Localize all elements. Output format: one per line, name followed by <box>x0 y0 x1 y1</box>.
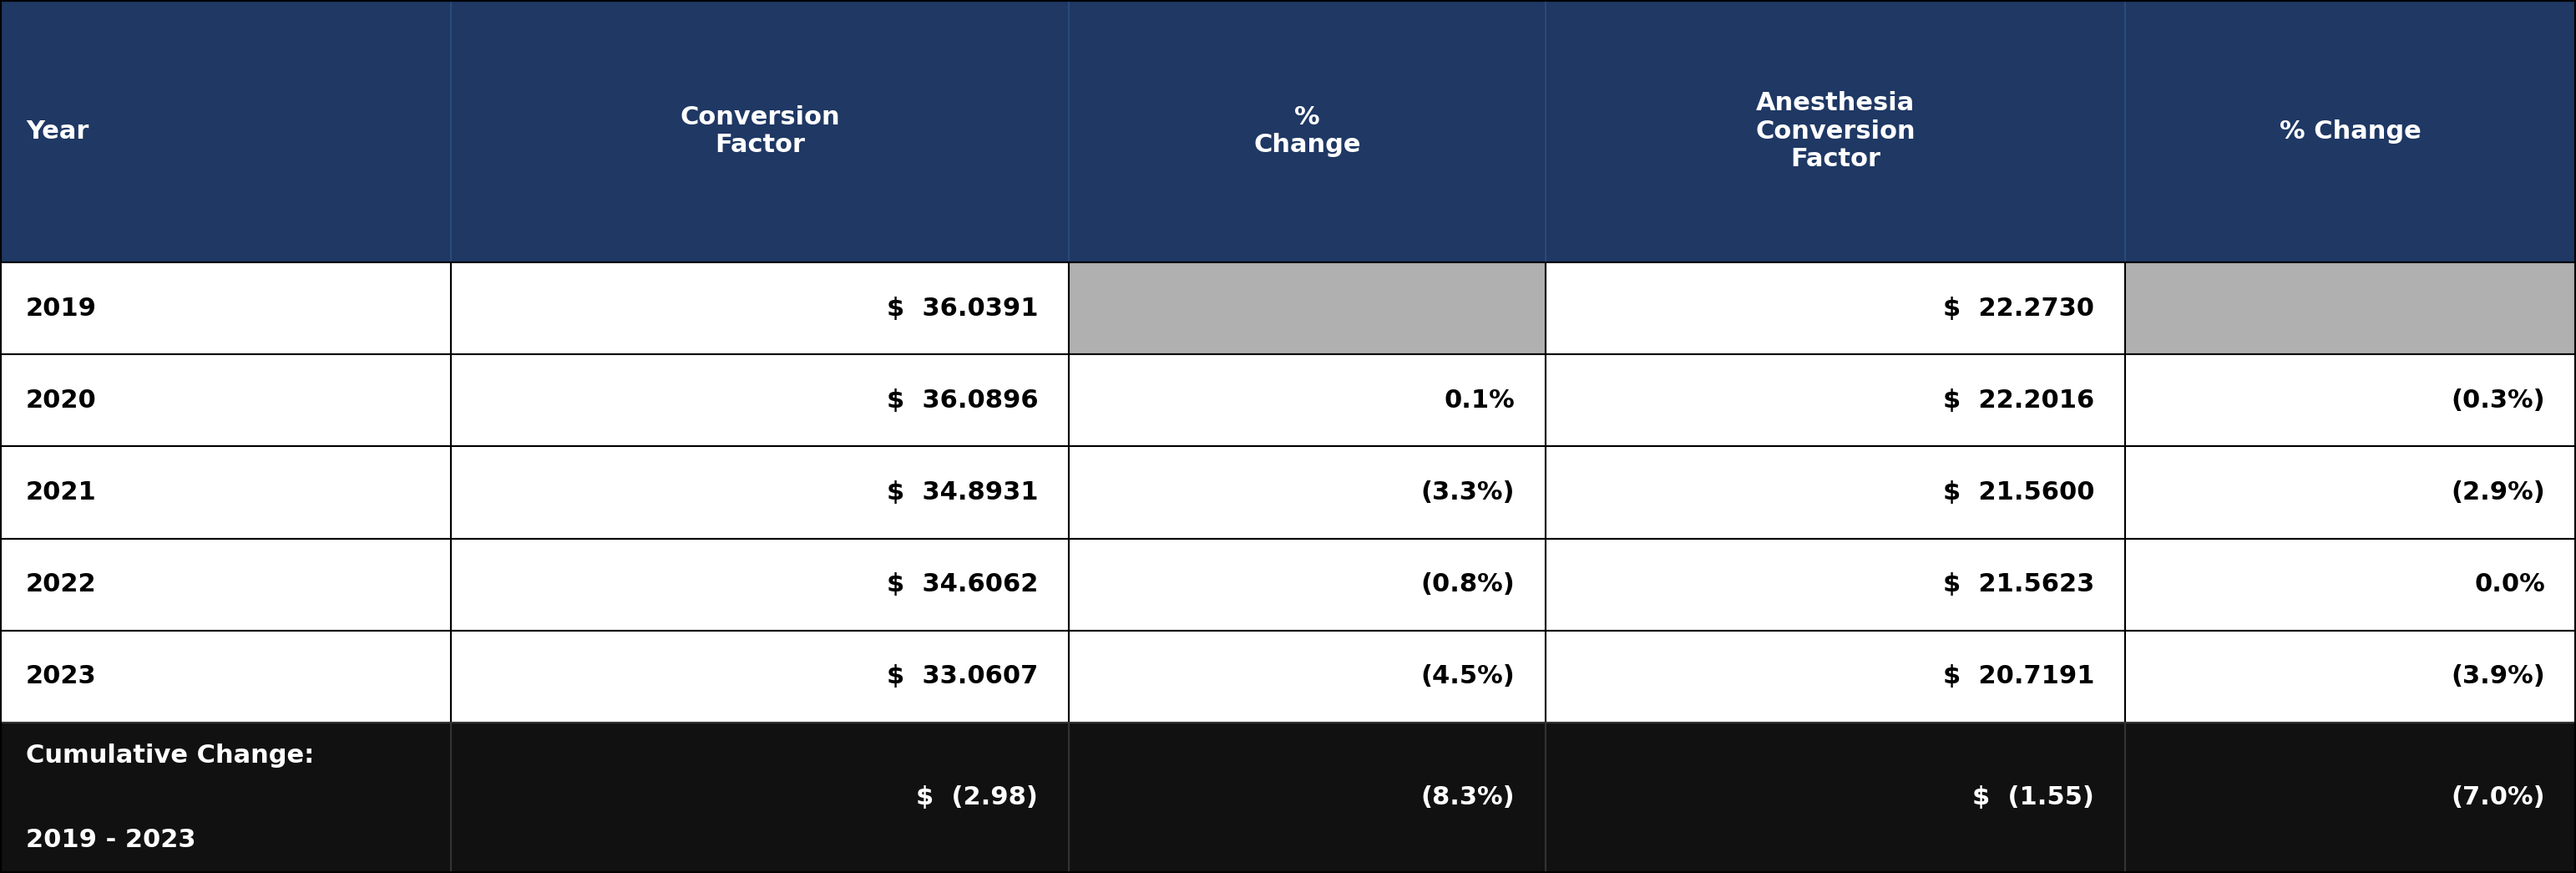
FancyBboxPatch shape <box>451 446 1069 539</box>
FancyBboxPatch shape <box>0 630 451 723</box>
FancyBboxPatch shape <box>2125 723 2576 873</box>
Text: $  21.5623: $ 21.5623 <box>1942 573 2094 596</box>
Text: $  20.7191: $ 20.7191 <box>1942 664 2094 689</box>
FancyBboxPatch shape <box>2125 630 2576 723</box>
FancyBboxPatch shape <box>1546 446 2125 539</box>
FancyBboxPatch shape <box>1069 354 1546 446</box>
Text: $  33.0607: $ 33.0607 <box>886 664 1038 689</box>
Text: (3.3%): (3.3%) <box>1422 480 1515 505</box>
Text: $  (1.55): $ (1.55) <box>1973 786 2094 810</box>
Text: (3.9%): (3.9%) <box>2450 664 2545 689</box>
Text: 2020: 2020 <box>26 388 95 412</box>
FancyBboxPatch shape <box>451 723 1069 873</box>
FancyBboxPatch shape <box>2125 0 2576 262</box>
Text: 2019 - 2023: 2019 - 2023 <box>26 828 196 852</box>
Text: $  22.2730: $ 22.2730 <box>1942 296 2094 320</box>
Text: $  36.0391: $ 36.0391 <box>886 296 1038 320</box>
FancyBboxPatch shape <box>0 262 451 354</box>
Text: %
Change: % Change <box>1255 105 1360 157</box>
Text: Year: Year <box>26 119 88 143</box>
Text: $  (2.98): $ (2.98) <box>917 786 1038 810</box>
Text: (4.5%): (4.5%) <box>1419 664 1515 689</box>
FancyBboxPatch shape <box>0 723 451 873</box>
Text: 0.0%: 0.0% <box>2476 573 2545 596</box>
Text: 2019: 2019 <box>26 296 98 320</box>
FancyBboxPatch shape <box>1069 0 1546 262</box>
FancyBboxPatch shape <box>1069 262 1546 354</box>
Text: Cumulative Change:: Cumulative Change: <box>26 744 314 767</box>
FancyBboxPatch shape <box>1546 354 2125 446</box>
Text: $  22.2016: $ 22.2016 <box>1942 388 2094 412</box>
Text: $  34.6062: $ 34.6062 <box>886 573 1038 596</box>
Text: (0.8%): (0.8%) <box>1419 573 1515 596</box>
Text: Conversion
Factor: Conversion Factor <box>680 105 840 157</box>
FancyBboxPatch shape <box>1546 262 2125 354</box>
FancyBboxPatch shape <box>1069 630 1546 723</box>
Text: % Change: % Change <box>2280 119 2421 143</box>
FancyBboxPatch shape <box>1069 539 1546 630</box>
FancyBboxPatch shape <box>2125 354 2576 446</box>
FancyBboxPatch shape <box>0 0 451 262</box>
FancyBboxPatch shape <box>1546 723 2125 873</box>
FancyBboxPatch shape <box>1069 446 1546 539</box>
FancyBboxPatch shape <box>2125 262 2576 354</box>
FancyBboxPatch shape <box>1546 539 2125 630</box>
FancyBboxPatch shape <box>451 354 1069 446</box>
FancyBboxPatch shape <box>0 539 451 630</box>
FancyBboxPatch shape <box>1546 0 2125 262</box>
Text: 2021: 2021 <box>26 480 95 505</box>
FancyBboxPatch shape <box>451 539 1069 630</box>
FancyBboxPatch shape <box>451 630 1069 723</box>
Text: (8.3%): (8.3%) <box>1419 786 1515 810</box>
FancyBboxPatch shape <box>1546 630 2125 723</box>
FancyBboxPatch shape <box>0 446 451 539</box>
FancyBboxPatch shape <box>451 0 1069 262</box>
FancyBboxPatch shape <box>0 354 451 446</box>
Text: 2022: 2022 <box>26 573 95 596</box>
Text: $  21.5600: $ 21.5600 <box>1942 480 2094 505</box>
Text: (7.0%): (7.0%) <box>2450 786 2545 810</box>
FancyBboxPatch shape <box>1069 723 1546 873</box>
Text: 2023: 2023 <box>26 664 95 689</box>
Text: $  34.8931: $ 34.8931 <box>886 480 1038 505</box>
Text: $  36.0896: $ 36.0896 <box>886 388 1038 412</box>
FancyBboxPatch shape <box>2125 446 2576 539</box>
Text: 0.1%: 0.1% <box>1445 388 1515 412</box>
Text: Anesthesia
Conversion
Factor: Anesthesia Conversion Factor <box>1754 91 1917 171</box>
Text: (0.3%): (0.3%) <box>2450 388 2545 412</box>
Text: (2.9%): (2.9%) <box>2450 480 2545 505</box>
FancyBboxPatch shape <box>451 262 1069 354</box>
FancyBboxPatch shape <box>2125 539 2576 630</box>
